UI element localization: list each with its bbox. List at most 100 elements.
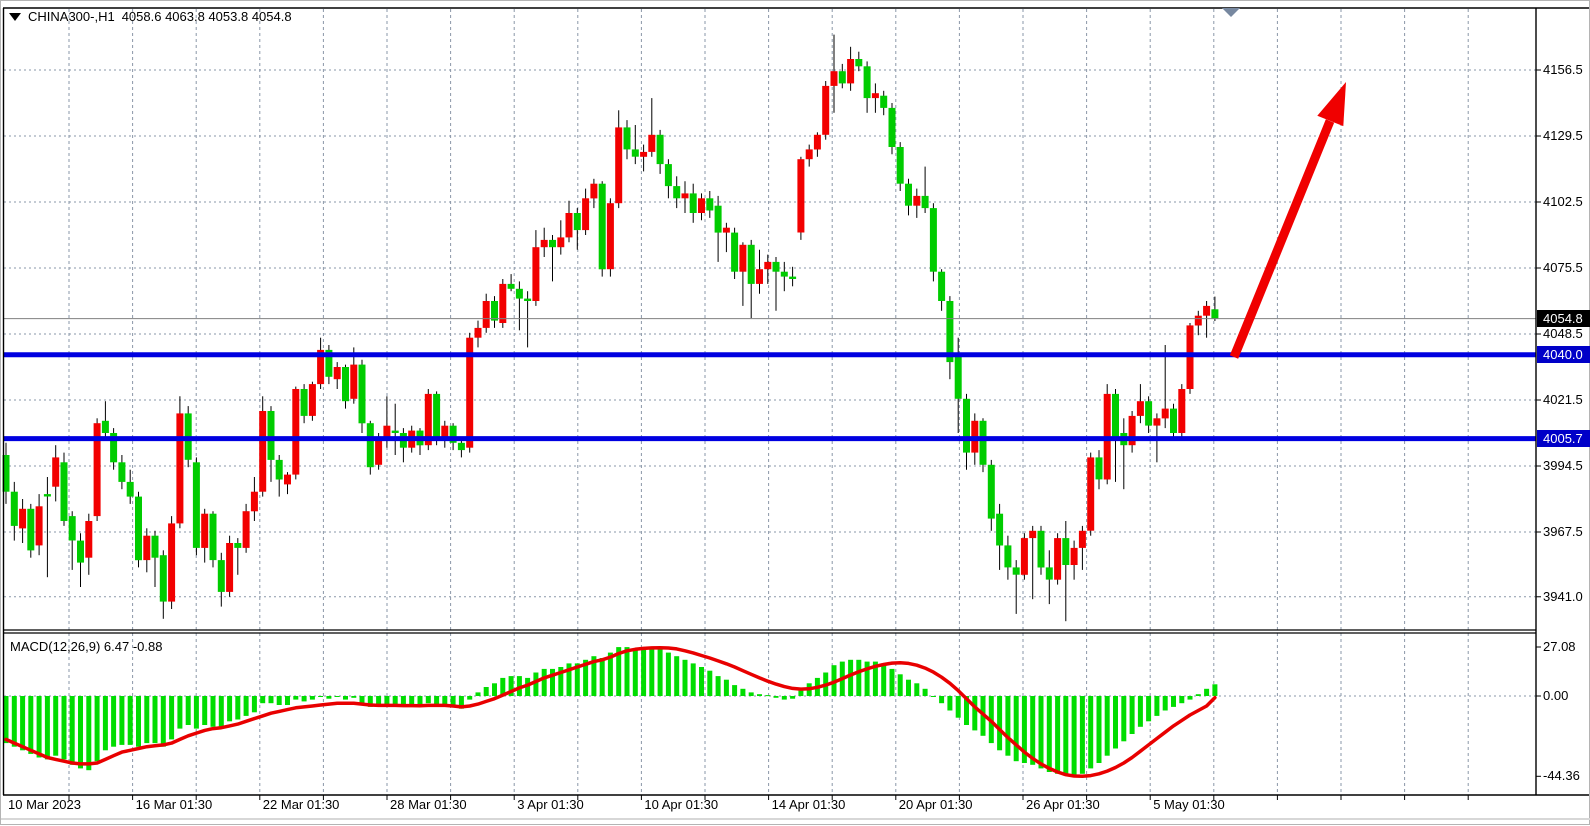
macd-histogram-bar bbox=[1212, 684, 1218, 696]
candle-body bbox=[1037, 530, 1045, 568]
macd-histogram-bar bbox=[28, 696, 34, 754]
candle-body bbox=[19, 508, 27, 529]
macd-histogram-bar bbox=[367, 696, 373, 707]
candle-body bbox=[606, 203, 614, 270]
price-axis-label: 4021.5 bbox=[1543, 391, 1583, 407]
macd-histogram-bar bbox=[607, 652, 613, 696]
macd-histogram-bar bbox=[964, 696, 969, 725]
macd-histogram-bar bbox=[169, 696, 175, 740]
macd-histogram-bar bbox=[285, 696, 290, 705]
candle-body bbox=[590, 183, 598, 199]
candle-body bbox=[135, 496, 142, 561]
candle-body bbox=[1078, 530, 1086, 548]
candle-body bbox=[168, 523, 176, 602]
candle-body bbox=[226, 543, 234, 592]
candle-body bbox=[582, 198, 590, 231]
macd-histogram-bar bbox=[591, 656, 597, 696]
macd-histogram-bar bbox=[723, 679, 729, 696]
macd-histogram-bar bbox=[309, 696, 315, 700]
macd-histogram-bar bbox=[1171, 696, 1176, 707]
macd-signal-line[interactable] bbox=[4, 645, 1217, 778]
current-price-label: 4054.8 bbox=[1537, 310, 1590, 328]
macd-histogram-bar bbox=[773, 696, 779, 698]
macd-histogram-bar bbox=[210, 696, 216, 727]
candle-body bbox=[27, 508, 35, 551]
macd-histogram-bar bbox=[193, 696, 199, 729]
candle-body bbox=[60, 462, 68, 521]
candle-body bbox=[68, 516, 76, 541]
candle-body bbox=[706, 198, 714, 211]
candle-body bbox=[284, 474, 291, 485]
macd-histogram-bar bbox=[44, 696, 50, 760]
candle-body bbox=[308, 384, 316, 416]
candle-body bbox=[731, 232, 739, 272]
symbol-timeframe-label: CHINA300-,H1 bbox=[28, 9, 115, 24]
macd-histogram-bar bbox=[566, 663, 572, 696]
macd-histogram-bar bbox=[550, 668, 555, 696]
candle-body bbox=[648, 134, 656, 152]
candle-body bbox=[871, 93, 879, 99]
candle-body bbox=[482, 301, 490, 328]
time-axis[interactable] bbox=[1, 796, 1536, 816]
collapse-triangle-icon[interactable] bbox=[9, 13, 21, 21]
candle-body bbox=[325, 349, 333, 377]
candle-body bbox=[747, 244, 755, 284]
macd-histogram-bar bbox=[318, 696, 324, 697]
macd-histogram-bar bbox=[376, 696, 382, 707]
candle-body bbox=[921, 195, 929, 209]
candle-body bbox=[77, 540, 84, 563]
macd-axis-zero: 0.00 bbox=[1543, 688, 1569, 703]
macd-histogram-bar bbox=[1137, 696, 1143, 727]
macd-histogram-bar bbox=[616, 647, 622, 696]
scroll-to-end-marker-icon[interactable] bbox=[1222, 8, 1240, 17]
macd-histogram-bar bbox=[492, 683, 497, 696]
candle-body bbox=[797, 159, 805, 233]
macd-histogram-bar bbox=[947, 696, 953, 711]
macd-axis-max: 27.08 bbox=[1543, 638, 1576, 654]
candle-body bbox=[1153, 418, 1161, 426]
macd-histogram-bar bbox=[906, 679, 911, 696]
candle-body bbox=[457, 442, 465, 451]
macd-histogram-bar bbox=[1038, 696, 1044, 769]
macd-histogram-bar bbox=[202, 696, 208, 725]
price-axis-label: 3994.5 bbox=[1543, 457, 1583, 473]
price-axis-label: 3941.0 bbox=[1543, 588, 1583, 604]
macd-histogram-bar bbox=[160, 696, 166, 747]
candle-body bbox=[449, 425, 457, 443]
candle-body bbox=[532, 247, 540, 301]
macd-histogram-bar bbox=[897, 674, 903, 696]
macd-histogram-bar bbox=[20, 696, 26, 751]
macd-histogram-bar bbox=[475, 692, 481, 696]
candle-body bbox=[491, 301, 498, 321]
macd-histogram-bar bbox=[632, 648, 638, 696]
candle-body bbox=[1045, 567, 1053, 580]
level-price-label: 4005.7 bbox=[1537, 430, 1590, 448]
candle-body bbox=[342, 367, 349, 402]
time-axis-label: 10 Mar 2023 bbox=[8, 797, 81, 812]
trend-arrow-head[interactable] bbox=[1317, 82, 1346, 127]
candle-body bbox=[441, 425, 449, 438]
candle-body bbox=[176, 413, 184, 524]
macd-histogram-bar bbox=[392, 696, 398, 705]
macd-histogram-bar bbox=[260, 696, 266, 704]
candle-body bbox=[300, 389, 308, 416]
macd-histogram-bar bbox=[665, 652, 671, 696]
macd-histogram-bar bbox=[119, 696, 125, 745]
macd-histogram-bar bbox=[177, 696, 183, 729]
price-axis-label: 4075.5 bbox=[1543, 260, 1583, 275]
candle-body bbox=[1211, 309, 1219, 319]
macd-histogram-bar bbox=[417, 696, 423, 707]
candle-body bbox=[1087, 457, 1095, 531]
time-axis-label: 20 Apr 01:30 bbox=[898, 797, 973, 812]
time-axis-label: 22 Mar 01:30 bbox=[262, 797, 340, 812]
macd-histogram-bar bbox=[1154, 696, 1160, 716]
candle-body bbox=[201, 513, 209, 548]
macd-histogram-bar bbox=[649, 647, 655, 696]
macd-histogram-bar bbox=[889, 668, 895, 696]
macd-histogram-bar bbox=[574, 663, 580, 696]
trend-arrow-shaft[interactable] bbox=[1229, 119, 1335, 359]
candle-body bbox=[424, 393, 432, 446]
macd-histogram-bar bbox=[1063, 696, 1069, 776]
candle-body bbox=[656, 134, 664, 165]
